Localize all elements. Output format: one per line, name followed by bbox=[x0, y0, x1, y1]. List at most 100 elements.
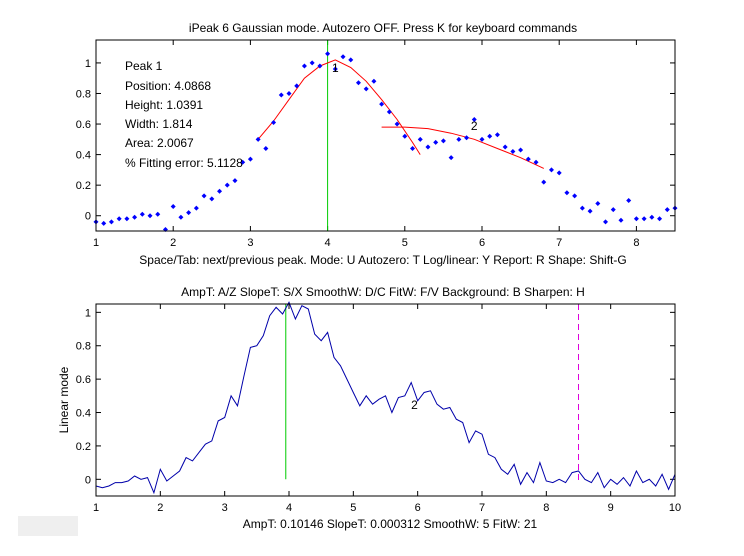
y-tick-label: 0.2 bbox=[76, 441, 91, 453]
peak-number-label: 1 bbox=[332, 61, 339, 75]
data-point bbox=[610, 207, 616, 213]
x-tick-label: 6 bbox=[415, 502, 421, 514]
data-point bbox=[433, 139, 439, 145]
data-point bbox=[657, 216, 663, 222]
data-point bbox=[626, 197, 632, 203]
data-point bbox=[178, 214, 184, 220]
y-tick-label: 0.8 bbox=[76, 88, 91, 100]
data-point bbox=[564, 190, 570, 196]
peak-info-line: Area: 2.0067 bbox=[125, 136, 194, 150]
x-tick-label: 7 bbox=[479, 502, 485, 514]
data-point bbox=[587, 208, 593, 214]
data-point bbox=[317, 63, 323, 69]
x-tick-label: 7 bbox=[556, 237, 562, 249]
x-tick-label: 2 bbox=[170, 237, 176, 249]
y-tick-label: 0.4 bbox=[76, 408, 91, 420]
data-point bbox=[533, 159, 539, 165]
data-point bbox=[649, 214, 655, 220]
x-tick-label: 10 bbox=[669, 502, 681, 514]
data-point bbox=[494, 132, 500, 138]
data-point bbox=[240, 159, 246, 165]
bottom-axes-frame bbox=[95, 303, 676, 497]
bottom-xlabel: AmpT: 0.10146 SlopeT: 0.000312 SmoothW: … bbox=[243, 517, 538, 531]
data-point bbox=[402, 133, 408, 139]
data-point bbox=[464, 135, 470, 141]
data-point bbox=[348, 57, 354, 63]
y-tick-label: 1 bbox=[85, 58, 91, 70]
data-point bbox=[579, 205, 585, 211]
x-tick-label: 5 bbox=[350, 502, 356, 514]
data-point bbox=[371, 78, 377, 84]
peak-info-line: Width: 1.814 bbox=[125, 117, 193, 131]
data-point bbox=[641, 216, 647, 222]
data-point bbox=[603, 219, 609, 225]
x-tick-label: 9 bbox=[608, 502, 614, 514]
data-point bbox=[217, 188, 223, 194]
data-point bbox=[355, 80, 361, 86]
data-point bbox=[301, 63, 307, 69]
x-tick-label: 2 bbox=[157, 502, 163, 514]
data-point bbox=[386, 109, 392, 115]
top-xlabel: Space/Tab: next/previous peak. Mode: U A… bbox=[139, 253, 626, 267]
peak-info-line: Height: 1.0391 bbox=[125, 98, 203, 112]
peak-number-label: 2 bbox=[471, 119, 478, 133]
peak-info-line: % Fitting error: 5.1128 bbox=[125, 156, 243, 170]
data-point bbox=[664, 207, 670, 213]
y-tick-label: 0 bbox=[85, 474, 91, 486]
peak-info-line: Peak 1 bbox=[125, 59, 163, 73]
data-point bbox=[139, 211, 145, 217]
data-point bbox=[448, 155, 454, 161]
data-point bbox=[332, 66, 338, 72]
top-axes-frame bbox=[95, 39, 676, 232]
x-tick-label: 4 bbox=[286, 502, 292, 514]
data-point bbox=[224, 182, 230, 188]
y-tick-label: 0.6 bbox=[76, 374, 91, 386]
bottom-ylabel: Linear mode bbox=[57, 366, 71, 433]
x-tick-label: 3 bbox=[222, 502, 228, 514]
x-tick-label: 4 bbox=[325, 237, 331, 249]
data-point bbox=[363, 86, 369, 92]
fit-curve bbox=[257, 59, 421, 155]
data-point bbox=[286, 90, 292, 96]
data-point bbox=[548, 167, 554, 173]
x-tick-label: 1 bbox=[93, 237, 99, 249]
data-point bbox=[479, 136, 485, 142]
data-point bbox=[556, 170, 562, 176]
top-title: iPeak 6 Gaussian mode. Autozero OFF. Pre… bbox=[189, 21, 577, 35]
fit-curve bbox=[381, 126, 545, 169]
data-point bbox=[340, 54, 346, 60]
data-point bbox=[541, 179, 547, 185]
y-tick-label: 0.6 bbox=[76, 119, 91, 131]
data-point bbox=[155, 211, 161, 217]
data-point bbox=[124, 216, 130, 222]
x-tick-label: 8 bbox=[543, 502, 549, 514]
data-point bbox=[425, 144, 431, 150]
data-point bbox=[595, 200, 601, 206]
peak-number-label: 2 bbox=[411, 398, 418, 412]
peak-info-line: Position: 4.0868 bbox=[125, 79, 211, 93]
y-tick-label: 0.2 bbox=[76, 180, 91, 192]
y-tick-label: 0.8 bbox=[76, 341, 91, 353]
signal-line bbox=[95, 301, 676, 495]
data-point bbox=[502, 144, 508, 150]
bottom-plot-area: 1 2 3 4 5 6 7 8 9 10 0 0.2 0.4 0.6 0.8 1 2 bbox=[76, 301, 681, 514]
data-point bbox=[186, 210, 192, 216]
data-point bbox=[456, 136, 462, 142]
data-point bbox=[471, 116, 477, 122]
data-point bbox=[263, 145, 269, 151]
data-point bbox=[518, 147, 524, 153]
data-point bbox=[379, 101, 385, 107]
data-point bbox=[271, 120, 277, 126]
data-point bbox=[193, 205, 199, 211]
data-point bbox=[410, 145, 416, 151]
data-point bbox=[394, 121, 400, 127]
status-panel bbox=[18, 516, 78, 536]
x-tick-label: 8 bbox=[633, 237, 639, 249]
data-point bbox=[201, 193, 207, 199]
data-point bbox=[525, 156, 531, 162]
y-tick-label: 1 bbox=[85, 307, 91, 319]
data-point bbox=[147, 213, 153, 219]
data-point bbox=[294, 83, 300, 89]
